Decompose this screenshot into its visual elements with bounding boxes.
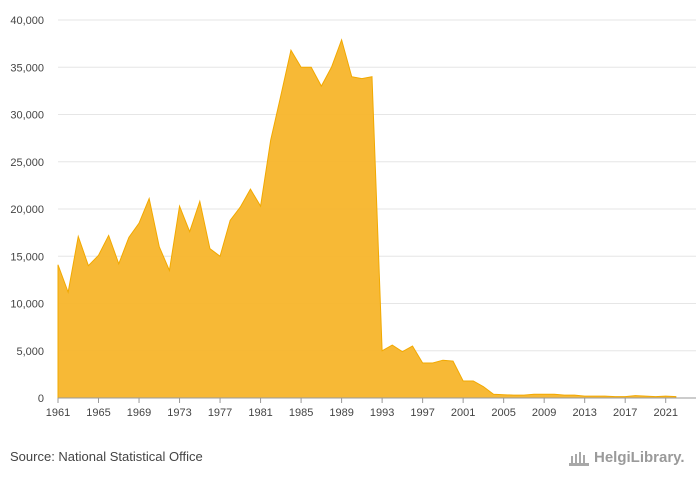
x-tick-label: 1997: [410, 407, 434, 419]
x-tick-label: 1989: [329, 407, 353, 419]
x-tick-label: 2009: [532, 407, 556, 419]
y-tick-label: 20,000: [10, 204, 44, 216]
y-tick-label: 5,000: [16, 346, 44, 358]
x-tick-label: 2021: [653, 407, 677, 419]
x-tick-label: 1993: [370, 407, 394, 419]
library-building-icon: [569, 452, 589, 466]
x-tick-label: 2005: [491, 407, 515, 419]
y-tick-label: 40,000: [10, 15, 44, 27]
y-tick-label: 15,000: [10, 251, 44, 263]
x-tick-label: 2001: [451, 407, 475, 419]
x-axis: 1961 1965 1969 1973 1977 1981 1985 1989 1993 1997…: [46, 397, 696, 419]
area-fill: [57, 38, 677, 399]
x-tick-label: 1977: [208, 407, 232, 419]
y-axis: 0 5,000 10,000 15,000 20,000 25,000 30,000 35,0…: [10, 15, 44, 405]
x-tick-label: 1969: [127, 407, 151, 419]
x-tick-label: 1981: [248, 407, 272, 419]
x-tick-label: 1973: [167, 407, 191, 419]
source-note: Source: National Statistical Office: [10, 449, 203, 464]
y-tick-label: 0: [38, 393, 44, 405]
area-series: [57, 38, 677, 399]
y-tick-label: 10,000: [10, 299, 44, 311]
x-tick-label: 2017: [613, 407, 637, 419]
y-tick-label: 35,000: [10, 62, 44, 74]
y-tick-label: 30,000: [10, 110, 44, 122]
helgilibrary-logo[interactable]: HelgiLibrary.: [560, 447, 692, 471]
x-tick-label: 2013: [572, 407, 596, 419]
y-tick-label: 25,000: [10, 157, 44, 169]
x-tick-label: 1985: [289, 407, 313, 419]
x-tick-label: 1961: [46, 407, 70, 419]
logo-text: HelgiLibrary.: [594, 449, 685, 466]
x-tick-label: 1965: [86, 407, 110, 419]
